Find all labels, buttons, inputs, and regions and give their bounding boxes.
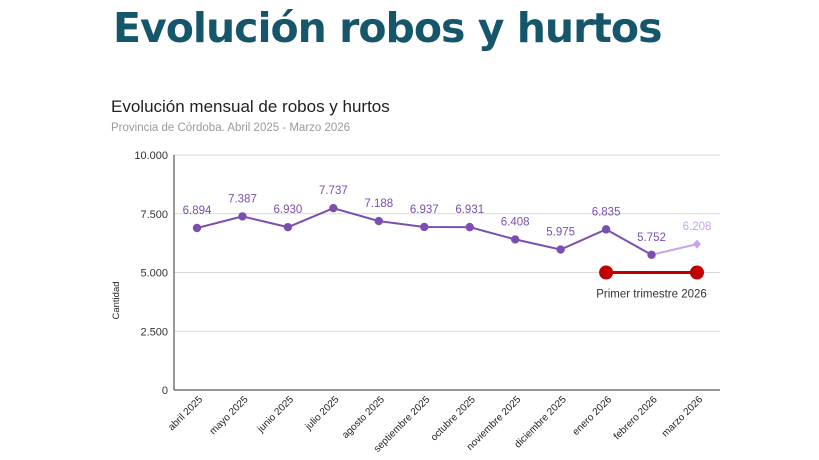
series-line-last-segment (651, 243, 698, 256)
x-tick-label: octubre 2025 (429, 394, 478, 443)
data-label: 6.894 (183, 205, 212, 217)
y-tick-label: 5.000 (140, 268, 168, 280)
x-tick-label: junio 2025 (255, 394, 296, 435)
annotation-end-marker (690, 265, 704, 280)
x-tick-label: febrero 2026 (612, 394, 660, 442)
data-point (283, 222, 293, 232)
data-point (329, 203, 338, 213)
data-point (420, 222, 429, 232)
data-point (465, 222, 474, 232)
chart-title: Evolución mensual de robos y hurtos (111, 97, 390, 116)
data-label: 7.188 (364, 198, 393, 210)
chart-subtitle: Provincia de Córdoba. Abril 2025 - Marzo… (111, 122, 351, 134)
data-point (510, 235, 520, 244)
x-tick-label: enero 2026 (571, 394, 615, 438)
data-point (647, 250, 656, 260)
data-label: 7.387 (228, 193, 257, 205)
data-label: 6.931 (455, 204, 484, 216)
data-label: 6.208 (683, 221, 712, 233)
data-label: 6.937 (410, 204, 439, 216)
x-tick-label: julio 2025 (303, 394, 342, 433)
x-tick-label: mayo 2025 (208, 394, 251, 437)
data-point (601, 225, 611, 234)
page-title: Evolución robos y hurtos (113, 4, 662, 52)
data-label: 6.930 (274, 204, 303, 216)
y-axis-title: Cantidad (111, 281, 122, 319)
y-tick-label: 2.500 (140, 326, 168, 338)
data-label: 5.975 (546, 227, 575, 239)
annotation-start-marker (599, 265, 614, 280)
data-point (693, 239, 701, 249)
data-point (238, 212, 247, 221)
y-tick-label: 7.500 (140, 209, 168, 221)
data-point (374, 216, 384, 226)
data-label: 6.408 (501, 216, 530, 228)
annotation-label: Primer trimestre 2026 (596, 289, 707, 301)
data-point (556, 245, 565, 254)
data-label: 6.835 (592, 206, 621, 218)
data-label: 7.737 (319, 185, 348, 197)
y-tick-label: 10.000 (134, 150, 168, 162)
x-tick-label: abril 2025 (166, 394, 205, 433)
y-tick-label: 0 (162, 385, 168, 397)
x-tick-label: agosto 2025 (340, 394, 387, 441)
x-tick-label: marzo 2026 (660, 394, 705, 439)
data-label: 5.752 (637, 232, 666, 244)
data-point (192, 223, 202, 233)
